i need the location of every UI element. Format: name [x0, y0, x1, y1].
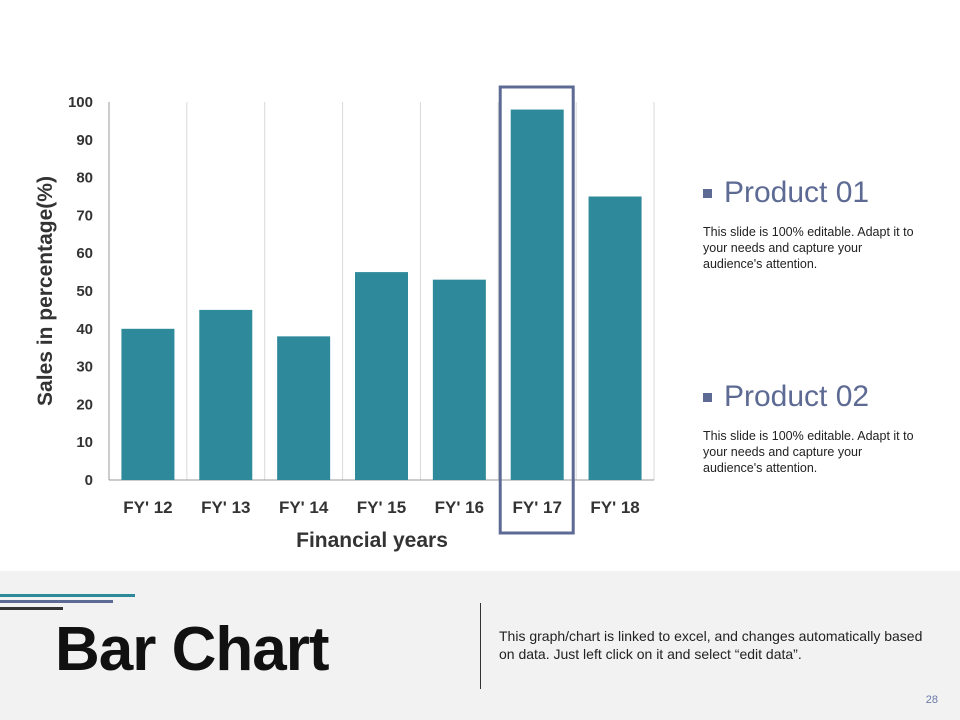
- product-01-title-text: Product 01: [724, 176, 870, 209]
- square-bullet-icon: [703, 392, 712, 402]
- x-tick-label: FY' 15: [357, 498, 406, 517]
- bar: [277, 336, 331, 480]
- y-tick-label: 10: [76, 434, 93, 451]
- product-01-block: Product 01 This slide is 100% editable. …: [703, 178, 923, 272]
- x-tick-label: FY' 17: [513, 498, 562, 517]
- y-tick-label: 60: [76, 245, 93, 262]
- x-tick-label: FY' 18: [590, 498, 639, 517]
- chart-svg: 0 10 20 30 40 50 60 70 80 90 100 FY' 12 FY' 13 FY' 14…: [34, 85, 655, 552]
- bar: [199, 309, 253, 480]
- product-02-title: Product 02: [703, 382, 923, 412]
- x-axis-title: Financial years: [296, 529, 448, 552]
- page-number: 28: [925, 694, 938, 706]
- product-02-block: Product 02 This slide is 100% editable. …: [703, 382, 923, 476]
- bar: [432, 279, 486, 480]
- footer-band: Bar Chart This graph/chart is linked to …: [0, 571, 960, 720]
- x-tick-label: FY' 13: [201, 498, 250, 517]
- x-tick-label: FY' 16: [435, 498, 484, 517]
- product-01-title: Product 01: [703, 178, 923, 208]
- square-bullet-icon: [703, 188, 712, 198]
- y-tick-label: 50: [76, 283, 93, 300]
- y-tick-label: 70: [76, 207, 93, 224]
- decorative-line-slate: [0, 600, 113, 603]
- footer-divider: [480, 603, 481, 689]
- y-tick-label: 30: [76, 359, 93, 376]
- bar: [121, 328, 175, 480]
- y-tick-label: 100: [68, 94, 93, 111]
- product-02-description: This slide is 100% editable. Adapt it to…: [703, 429, 914, 475]
- decorative-line-teal: [0, 594, 135, 597]
- decorative-line-dark: [0, 607, 63, 610]
- bar-chart: 0 10 20 30 40 50 60 70 80 90 100 FY' 12 FY' 13 FY' 14…: [34, 85, 655, 552]
- product-02-title-text: Product 02: [724, 380, 870, 413]
- y-tick-label: 40: [76, 321, 93, 338]
- bar: [588, 196, 642, 480]
- y-tick-label: 20: [76, 396, 93, 413]
- bar: [510, 109, 564, 480]
- y-axis-title: Sales in percentage(%): [34, 176, 57, 406]
- x-tick-label: FY' 14: [279, 498, 329, 517]
- slide-title: Bar Chart: [55, 615, 330, 684]
- highlight-box: [498, 85, 575, 535]
- y-tick-label: 90: [76, 132, 93, 149]
- y-tick-label: 80: [76, 170, 93, 187]
- x-tick-label: FY' 12: [123, 498, 172, 517]
- bar: [355, 272, 408, 480]
- product-01-description: This slide is 100% editable. Adapt it to…: [703, 225, 914, 271]
- y-tick-label: 0: [85, 472, 93, 489]
- footer-note: This graph/chart is linked to excel, and…: [499, 628, 923, 662]
